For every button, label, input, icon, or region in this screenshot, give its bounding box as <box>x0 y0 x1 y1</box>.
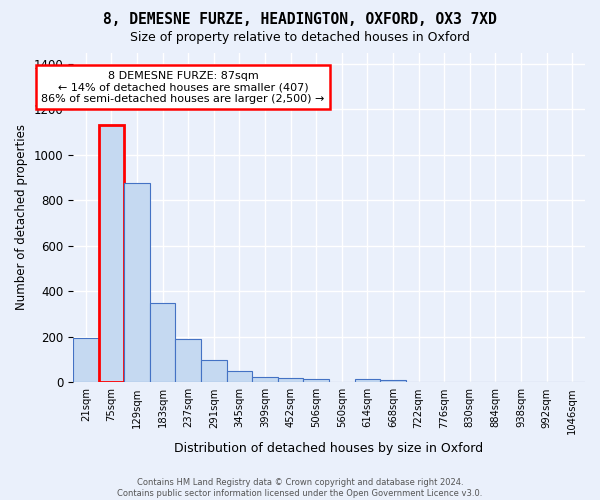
Bar <box>73 338 98 382</box>
X-axis label: Distribution of detached houses by size in Oxford: Distribution of detached houses by size … <box>175 442 484 455</box>
Bar <box>355 380 380 382</box>
Y-axis label: Number of detached properties: Number of detached properties <box>15 124 28 310</box>
Text: Size of property relative to detached houses in Oxford: Size of property relative to detached ho… <box>130 31 470 44</box>
Text: Contains HM Land Registry data © Crown copyright and database right 2024.
Contai: Contains HM Land Registry data © Crown c… <box>118 478 482 498</box>
Text: 8 DEMESNE FURZE: 87sqm
← 14% of detached houses are smaller (407)
86% of semi-de: 8 DEMESNE FURZE: 87sqm ← 14% of detached… <box>41 70 325 104</box>
Bar <box>227 371 252 382</box>
Bar <box>201 360 227 382</box>
Bar <box>380 380 406 382</box>
Bar <box>124 184 150 382</box>
Text: 8, DEMESNE FURZE, HEADINGTON, OXFORD, OX3 7XD: 8, DEMESNE FURZE, HEADINGTON, OXFORD, OX… <box>103 12 497 28</box>
Bar <box>304 379 329 382</box>
Bar <box>150 302 175 382</box>
Bar <box>175 338 201 382</box>
Bar <box>278 378 304 382</box>
Bar <box>252 378 278 382</box>
Bar <box>98 126 124 382</box>
